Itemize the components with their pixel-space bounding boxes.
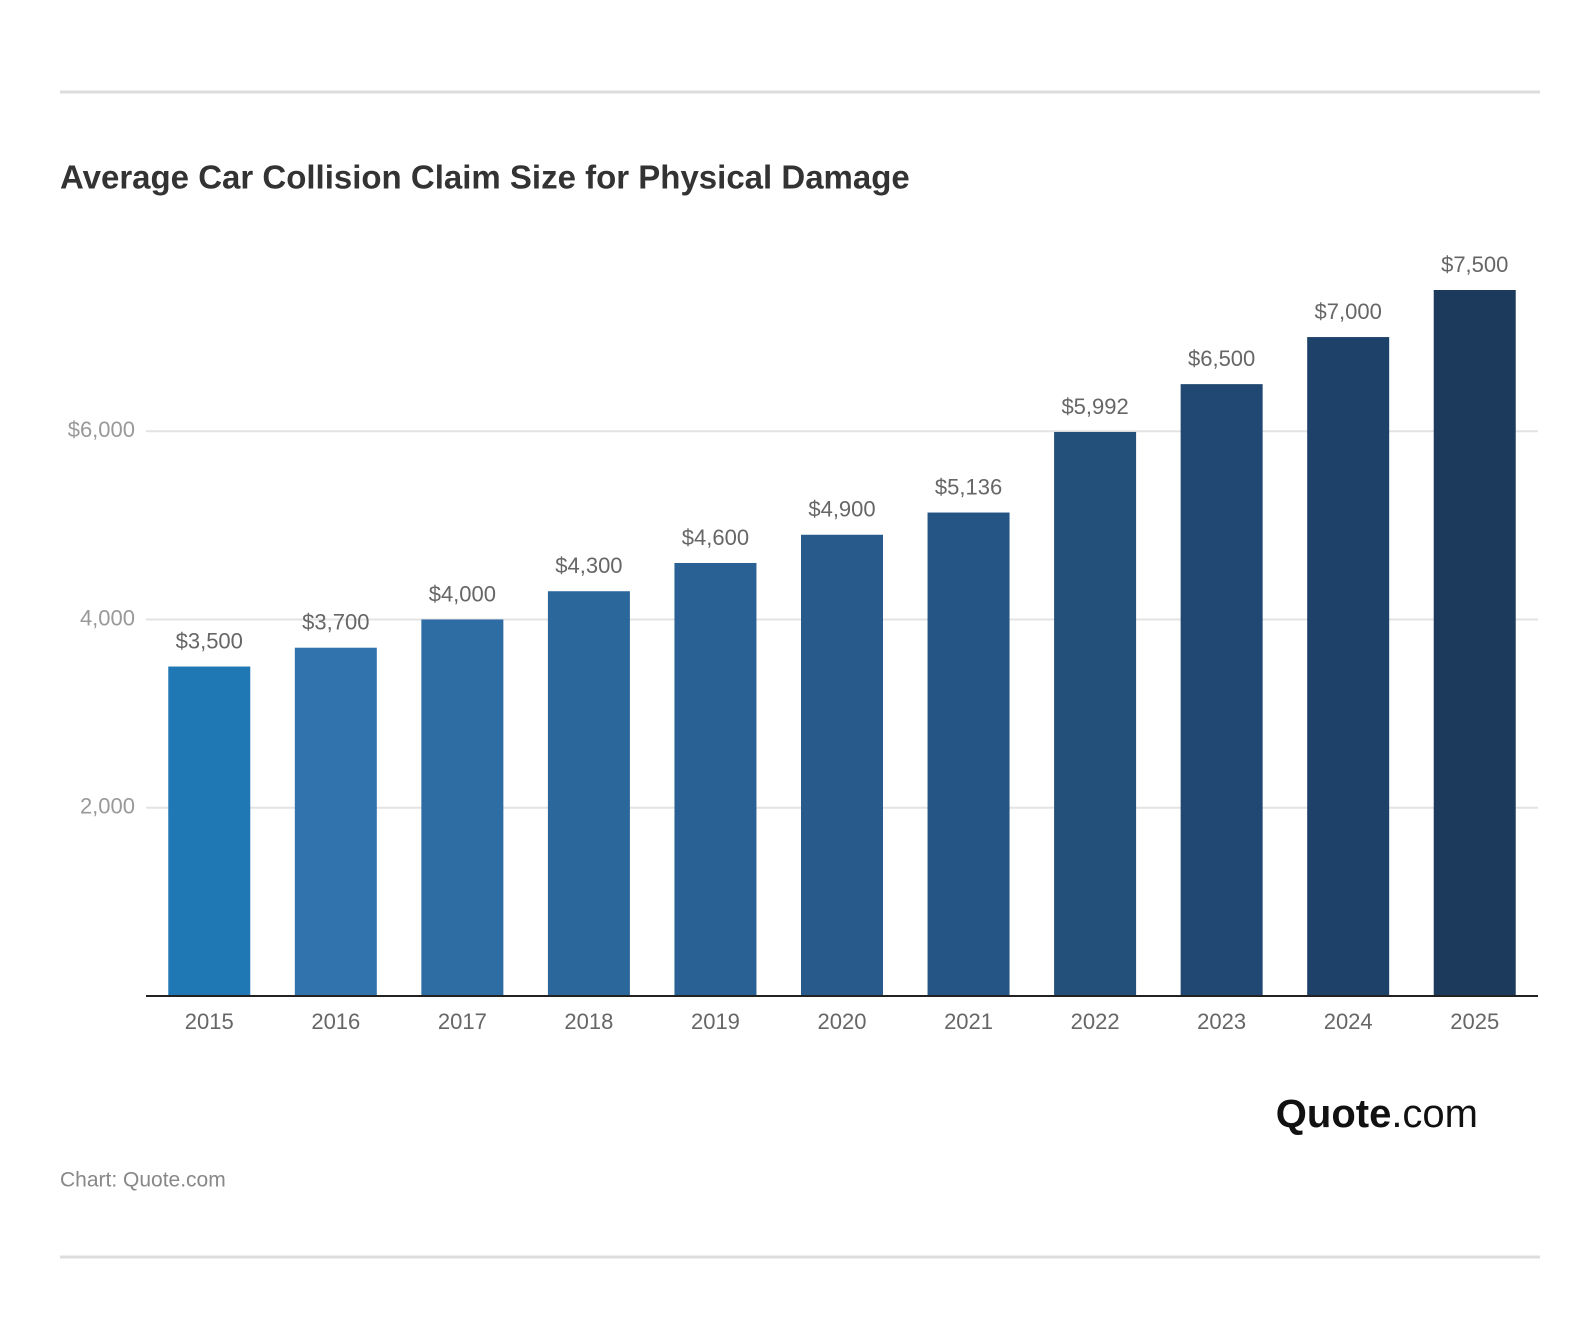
x-tick-label: 2023 xyxy=(1197,1009,1246,1034)
x-tick-label: 2020 xyxy=(818,1009,867,1034)
x-tick-label: 2021 xyxy=(944,1009,993,1034)
value-label: $6,500 xyxy=(1188,346,1255,371)
x-tick-label: 2017 xyxy=(438,1009,487,1034)
y-tick-label: 4,000 xyxy=(80,605,135,630)
y-tick-label: $6,000 xyxy=(68,417,135,442)
bar xyxy=(168,666,251,996)
bar xyxy=(1054,431,1137,996)
bar xyxy=(1180,384,1263,997)
logo-bold: Quote xyxy=(1276,1092,1392,1136)
value-label: $4,900 xyxy=(808,497,875,522)
x-tick-label: 2015 xyxy=(185,1009,234,1034)
chart-title: Average Car Collision Claim Size for Phy… xyxy=(60,159,910,196)
bar xyxy=(927,512,1010,996)
x-tick-label: 2024 xyxy=(1324,1009,1373,1034)
value-label: $4,600 xyxy=(682,525,749,550)
value-label: $7,500 xyxy=(1441,252,1508,277)
bar xyxy=(421,619,504,996)
bar xyxy=(547,591,630,996)
value-label: $4,300 xyxy=(555,553,622,578)
logo-rest: .com xyxy=(1391,1092,1478,1136)
bar xyxy=(801,534,883,996)
value-label: $3,700 xyxy=(302,610,369,635)
value-label: $5,136 xyxy=(935,474,1002,499)
bar xyxy=(1307,337,1390,997)
value-label: $7,000 xyxy=(1315,299,1382,324)
logo: Quote.com xyxy=(1276,1092,1478,1136)
x-tick-label: 2016 xyxy=(311,1009,360,1034)
bar xyxy=(674,562,757,996)
bar xyxy=(1433,290,1516,996)
x-tick-label: 2022 xyxy=(1071,1009,1120,1034)
x-tick-label: 2018 xyxy=(564,1009,613,1034)
value-label: $5,992 xyxy=(1061,394,1128,419)
x-tick-label: 2025 xyxy=(1450,1009,1499,1034)
source: Chart: Quote.com xyxy=(60,1169,226,1192)
value-label: $3,500 xyxy=(176,628,243,653)
bar xyxy=(294,647,377,996)
value-label: $4,000 xyxy=(429,581,496,606)
x-tick-label: 2019 xyxy=(691,1009,740,1034)
y-tick-label: 2,000 xyxy=(80,794,135,819)
